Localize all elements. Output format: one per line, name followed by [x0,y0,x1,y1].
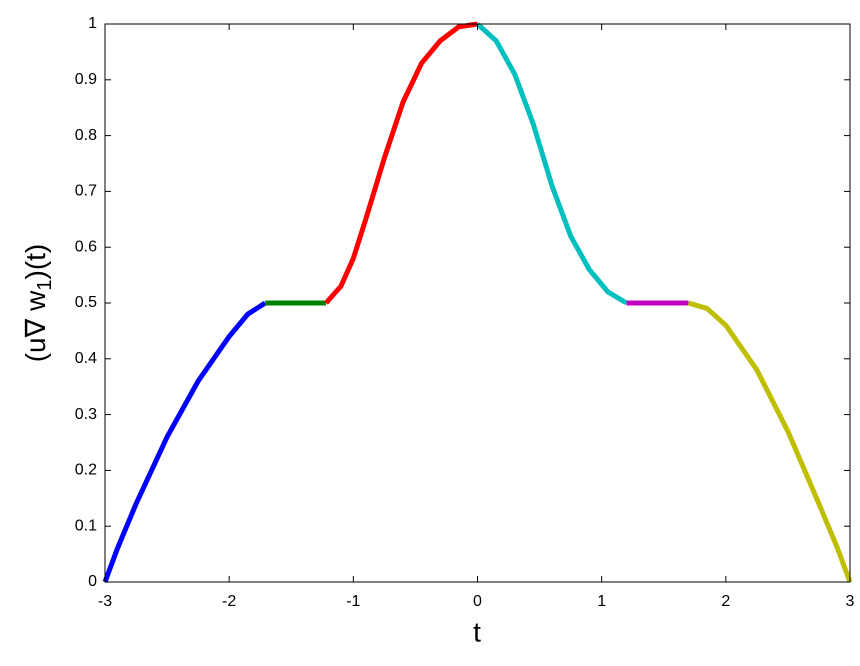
y-tick-label: 0.6 [75,238,97,255]
y-axis-label-subscript: 1 [34,280,56,291]
y-tick-label: 1 [88,15,97,32]
y-tick-label: 0.9 [75,71,97,88]
y-tick-label: 0.5 [75,294,97,311]
y-axis-label-part: (u∇ w [20,290,51,362]
x-tick-label: 1 [597,593,606,610]
y-axis-label: (u∇ w1)(t) [20,244,56,363]
x-tick-label: -2 [222,593,236,610]
y-tick-label: 0 [88,573,97,590]
line-series [324,21,478,305]
x-tick-label: -3 [98,593,112,610]
x-tick-label: 2 [721,593,730,610]
x-axis-label: t [473,616,481,647]
x-tick-label: 3 [846,593,855,610]
plot-area [102,21,853,583]
y-tick-label: 0.2 [75,462,97,479]
x-tick-label: -1 [346,593,360,610]
y-tick-label: 0.7 [75,183,97,200]
y-axis-label-part: )(t) [20,244,51,280]
line-series [102,300,267,583]
y-tick-label: 0.8 [75,127,97,144]
x-tick-label: 0 [473,593,482,610]
line-series [687,300,853,583]
line-series [475,22,628,306]
y-tick-label: 0.3 [75,406,97,423]
y-tick-label: 0.1 [75,517,97,534]
y-tick-label: 0.4 [75,350,97,367]
